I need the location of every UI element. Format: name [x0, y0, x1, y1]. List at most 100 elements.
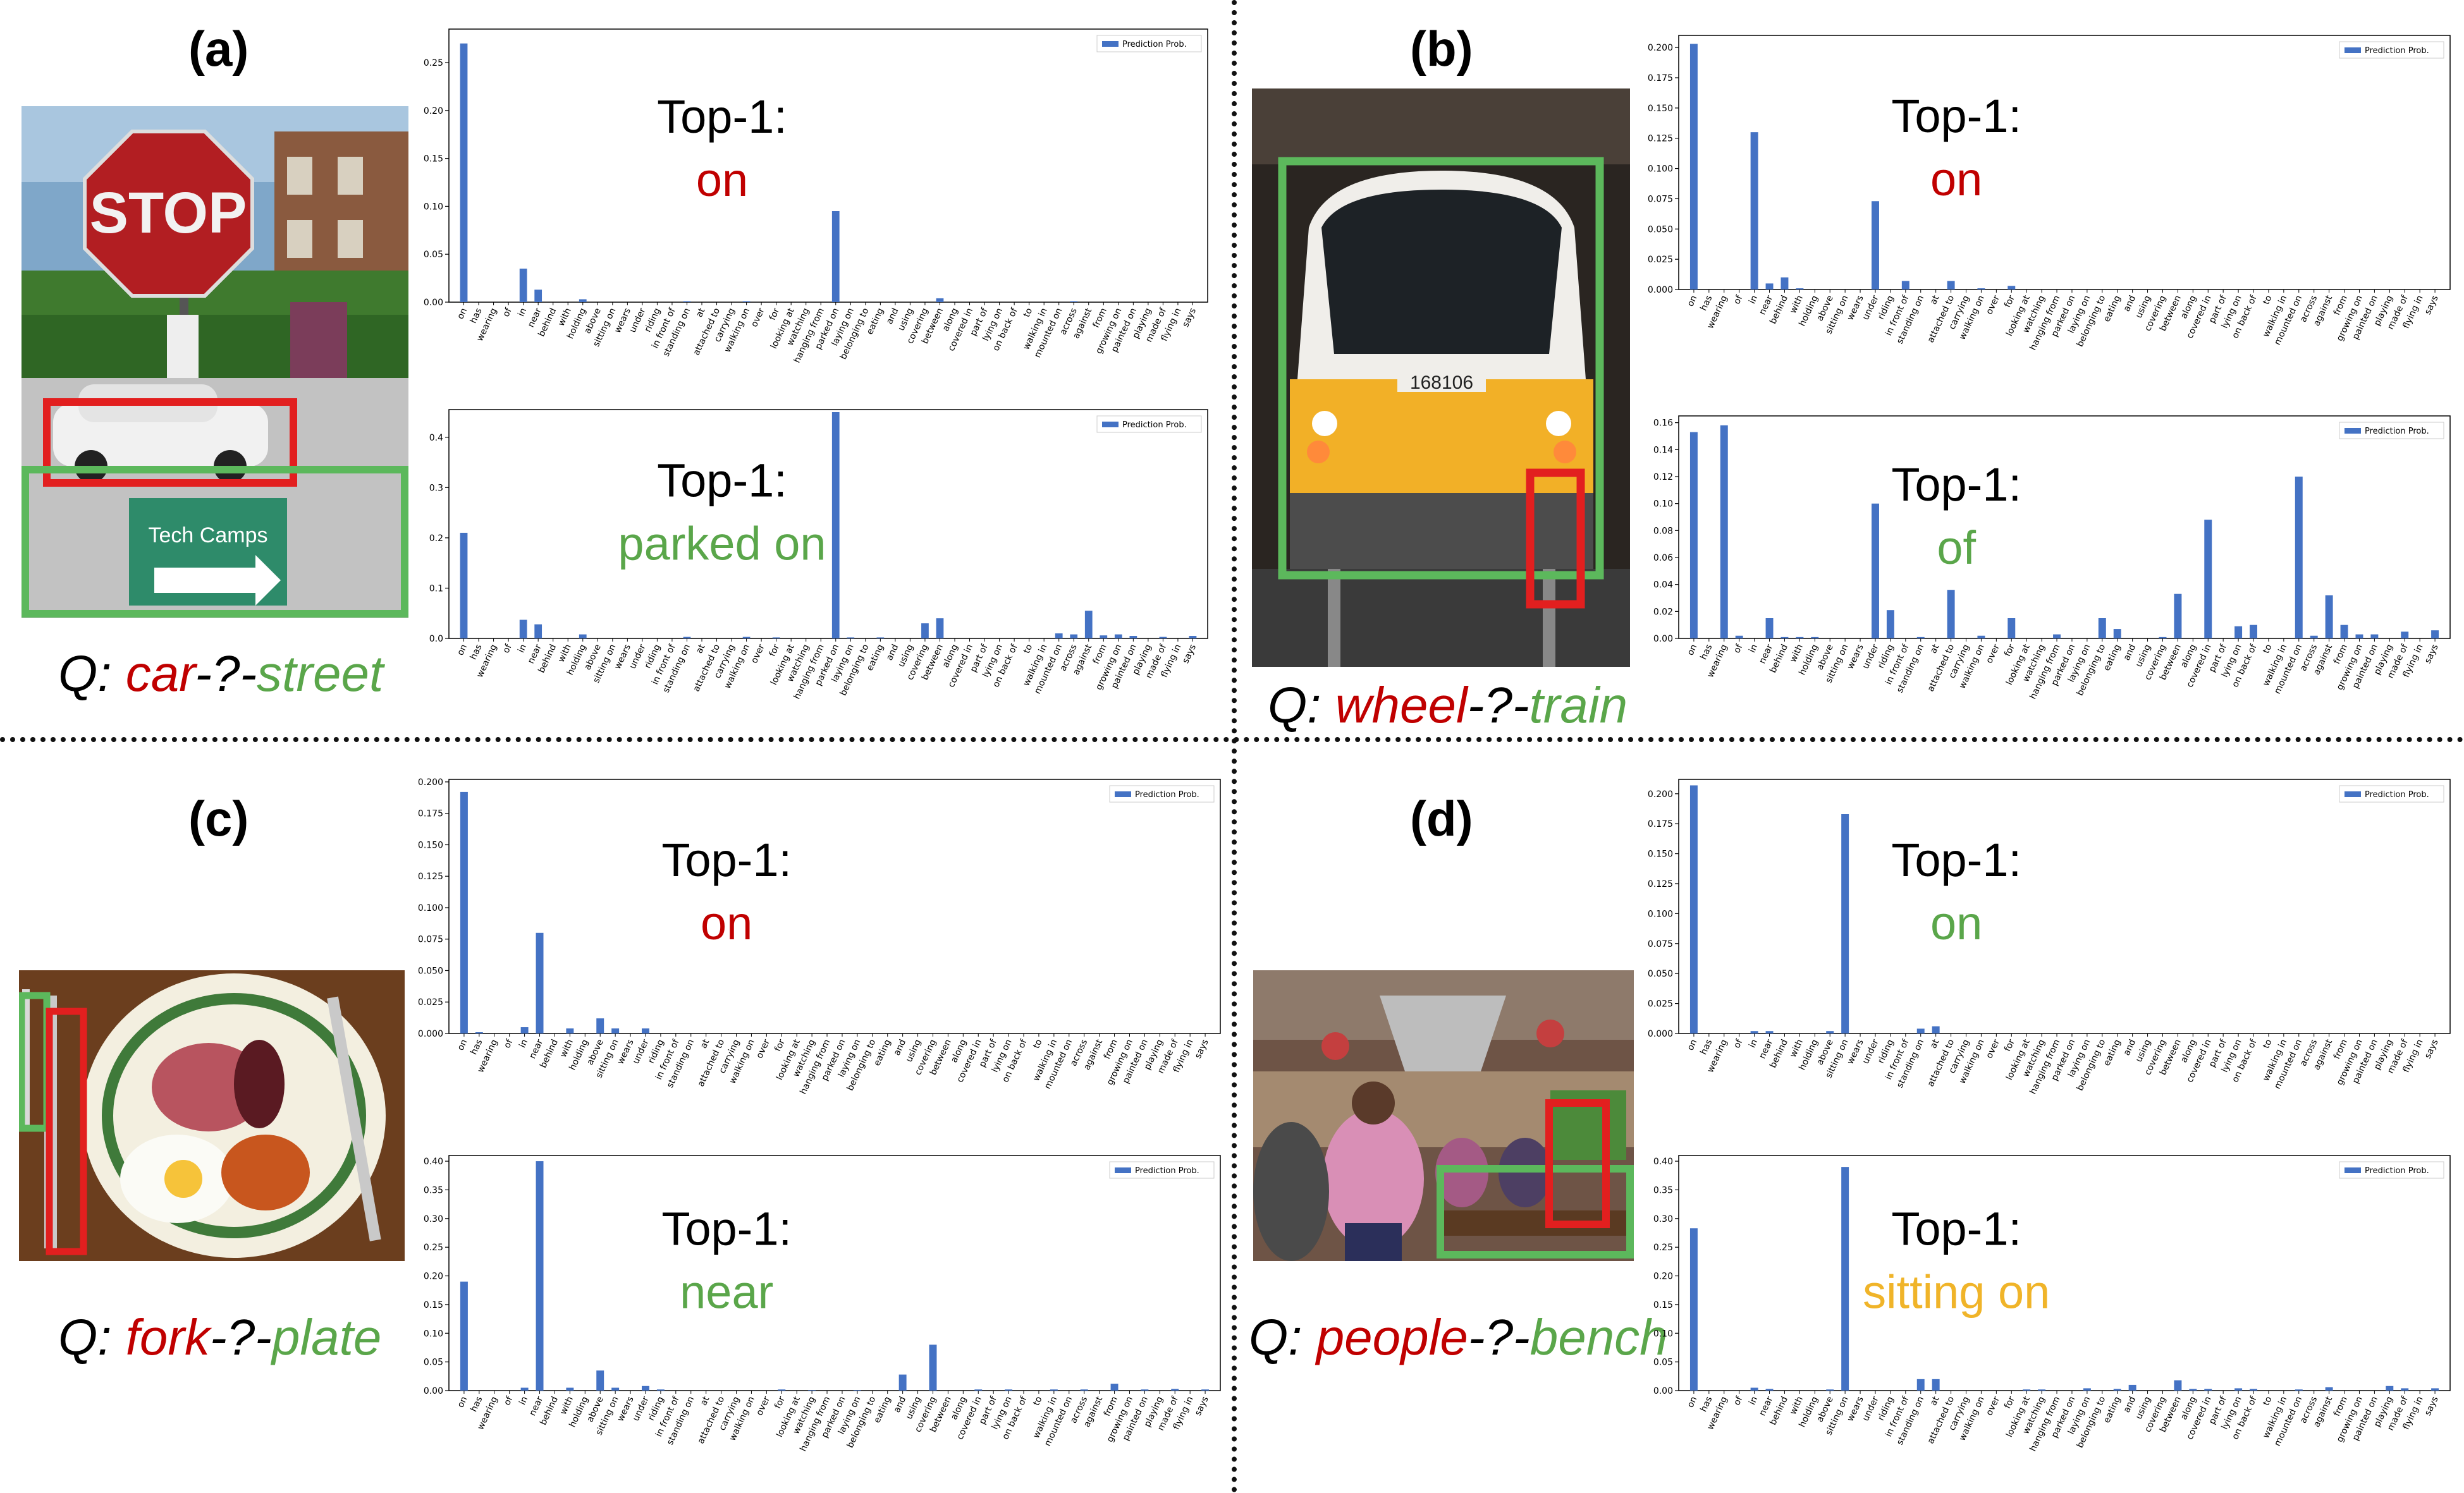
x-tick-label: at: [1928, 642, 1942, 655]
bar-across: [1080, 1389, 1088, 1391]
bar-on: [460, 791, 468, 1033]
y-tick-label: 0.200: [418, 777, 443, 788]
bar-chart-svg: 0.00 0.02 0.04 0.06 0.08 0.10 0.12 0.14 0.16 onha…: [1653, 415, 2451, 701]
x-tick-label: to: [2261, 643, 2274, 655]
legend: Prediction Prob.: [1109, 1161, 1215, 1179]
x-tick-label: has: [469, 307, 484, 325]
x-tick-label: at: [1928, 293, 1942, 306]
question-object: street: [257, 645, 384, 702]
bar-eating: [2113, 629, 2121, 638]
question-b: Q: wheel-?-train: [1268, 676, 1627, 734]
x-tick-label: on: [456, 1038, 470, 1052]
bar-sitting-on: [611, 1028, 620, 1033]
legend-swatch: [1102, 422, 1119, 427]
y-tick-label: 0.100: [1648, 909, 1673, 919]
legend-label: Prediction Prob.: [2365, 1166, 2429, 1176]
horizontal-divider: [0, 737, 2464, 742]
photo-b: 168106: [1252, 88, 1630, 667]
bar-between: [936, 298, 944, 302]
y-tick-label: 0.08: [1653, 526, 1673, 536]
bar-watching: [2038, 1389, 2046, 1391]
train-number: 168106: [1410, 372, 1473, 393]
legend-swatch: [2344, 47, 2361, 53]
bar-attached-to: [1947, 590, 1955, 638]
x-tick-label: to: [2261, 1395, 2274, 1408]
x-tick-label: for: [768, 307, 782, 322]
y-tick-label: 0.20: [424, 1272, 443, 1282]
y-tick-label: 0.1: [429, 583, 443, 594]
top1-answer: near: [680, 1265, 773, 1318]
question-c: Q: fork-?-plate: [58, 1308, 381, 1367]
x-tick-label: over: [749, 307, 767, 329]
y-tick-label: 0.150: [418, 840, 443, 850]
question-prefix: Q:: [58, 645, 126, 702]
x-tick-label: to: [2261, 1038, 2274, 1051]
x-tick-label: on: [1686, 643, 1700, 657]
y-tick-label: 0.20: [1653, 1272, 1673, 1282]
bar-mounted-on: [1055, 633, 1063, 638]
legend-label: Prediction Prob.: [2365, 46, 2429, 56]
bar-walking-on: [1977, 635, 1985, 638]
y-tick-label: 0.2: [429, 533, 443, 544]
x-tick-label: to: [1031, 1038, 1044, 1051]
y-tick-label: 0.125: [1648, 879, 1673, 889]
bar-says: [2431, 630, 2439, 638]
x-tick-label: for: [2002, 643, 2017, 658]
bar-on: [460, 1281, 468, 1391]
legend-label: Prediction Prob.: [1135, 790, 1199, 800]
bar-lying-on: [2234, 626, 2243, 638]
x-tick-label: has: [469, 1395, 485, 1413]
bar-for: [2007, 286, 2016, 289]
y-tick-label: 0.3: [429, 483, 443, 493]
bar-near: [1765, 1031, 1774, 1033]
bar-lying-on: [2234, 1388, 2243, 1391]
x-tick-label: has: [1699, 643, 1715, 661]
bar-between: [936, 618, 944, 638]
question-a: Q: car-?-street: [58, 645, 383, 703]
top1-answer: on: [696, 154, 748, 206]
y-tick-label: 0.02: [1653, 607, 1673, 617]
bar-made-of: [2401, 631, 2409, 638]
question-subject: car: [125, 645, 195, 702]
x-tick-label: of: [501, 306, 515, 319]
legend-swatch: [2344, 791, 2361, 797]
y-tick-label: 0.000: [1648, 1029, 1673, 1039]
bar-in: [520, 1387, 529, 1391]
bar-behind: [1781, 277, 1789, 289]
y-tick-label: 0.025: [1648, 255, 1673, 265]
bar-along: [2189, 1389, 2197, 1391]
legend: Prediction Prob.: [1096, 35, 1202, 52]
bar-laying-on: [853, 1390, 861, 1391]
legend-swatch: [1102, 41, 1119, 47]
legend-label: Prediction Prob.: [1122, 420, 1187, 430]
y-tick-label: 0.200: [1648, 43, 1673, 53]
bar-says: [1189, 636, 1197, 638]
top1-title: Top-1:: [657, 90, 787, 143]
x-tick-label: at: [694, 642, 708, 655]
panel-label-c: (c): [188, 791, 249, 846]
x-tick-label: on: [455, 643, 469, 657]
y-tick-label: 0.050: [418, 966, 443, 976]
bar-covering: [2159, 637, 2167, 638]
question-prefix: Q:: [1268, 677, 1335, 733]
bar-on: [1689, 44, 1698, 290]
y-tick-label: 0.10: [424, 202, 443, 212]
x-tick-label: over: [1984, 1395, 2002, 1417]
bar-at: [1932, 1026, 1940, 1033]
bar-on: [460, 43, 468, 302]
bar-near: [534, 624, 542, 638]
plot-frame: [1678, 1155, 2451, 1391]
bar-covered-in: [974, 1389, 983, 1391]
stop-sign-text: STOP: [90, 181, 247, 245]
bar-sitting-on: [1841, 1167, 1849, 1391]
chart-c-top: 0.000 0.025 0.050 0.075 0.100 0.125 0.150 0.175…: [405, 774, 1227, 1128]
y-tick-label: 0.15: [424, 154, 443, 164]
bar-eating: [876, 637, 885, 638]
x-tick-label: over: [1984, 1038, 2002, 1060]
bar-across: [1070, 634, 1078, 638]
bar-chart-svg: 0.000 0.025 0.050 0.075 0.100 0.125 0.150 0.175…: [1648, 35, 2451, 352]
y-tick-label: 0.16: [1653, 418, 1673, 429]
x-tick-label: in: [1747, 294, 1760, 305]
legend-label: Prediction Prob.: [2365, 427, 2429, 436]
y-tick-label: 0.175: [1648, 819, 1673, 829]
